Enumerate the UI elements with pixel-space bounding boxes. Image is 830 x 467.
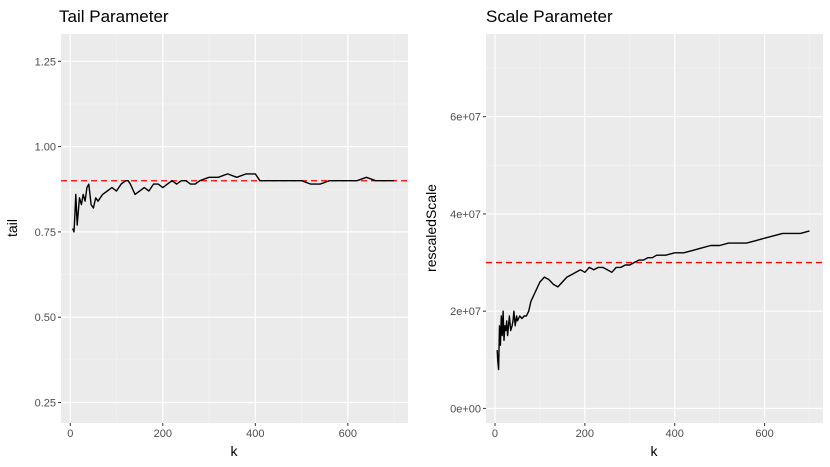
plot-panel-scale bbox=[486, 34, 823, 423]
x-tick-label-tail: 600 bbox=[339, 428, 357, 440]
x-axis-title-scale: k bbox=[651, 443, 659, 459]
x-axis-ticks-tail: 0 200 400 600 bbox=[67, 423, 357, 440]
x-tick-label-tail: 0 bbox=[67, 428, 73, 440]
x-tick-label-scale: 600 bbox=[755, 428, 773, 440]
major-gridlines-scale bbox=[486, 34, 823, 423]
y-tick-label-tail: 1.25 bbox=[35, 56, 56, 68]
x-axis-title-tail: k bbox=[231, 443, 239, 459]
plot-panel-tail bbox=[61, 34, 408, 423]
y-axis-title-tail: tail bbox=[4, 219, 20, 237]
x-tick-label-scale: 0 bbox=[492, 428, 498, 440]
y-tick-label-tail: 0.75 bbox=[35, 227, 56, 239]
series-line-tail bbox=[71, 173, 395, 233]
y-tick-label-scale: 4e+07 bbox=[450, 209, 481, 221]
x-axis-ticks-scale: 0 200 400 600 bbox=[492, 423, 774, 440]
y-tick-label-scale: 6e+07 bbox=[450, 112, 481, 124]
scale-parameter-plot: Scale Parameter 0 200 400 600 0e+00 2e+07 4e+… bbox=[423, 7, 823, 459]
y-axis-ticks-scale: 0e+00 2e+07 4e+07 6e+07 bbox=[450, 112, 486, 415]
y-tick-label-scale: 0e+00 bbox=[450, 403, 481, 415]
y-tick-label-scale: 2e+07 bbox=[450, 306, 481, 318]
x-tick-label-tail: 200 bbox=[154, 428, 172, 440]
minor-gridlines-tail bbox=[61, 34, 408, 423]
tail-parameter-plot: Tail Parameter 0 200 400 600 0.25 0.50 0.75 1.… bbox=[4, 7, 408, 459]
major-gridlines-tail bbox=[61, 34, 408, 423]
chart-title-tail: Tail Parameter bbox=[59, 7, 169, 26]
minor-gridlines-scale bbox=[486, 34, 823, 423]
y-tick-label-tail: 0.25 bbox=[35, 398, 56, 410]
y-tick-label-tail: 1.00 bbox=[35, 142, 56, 154]
chart-title-scale: Scale Parameter bbox=[486, 7, 613, 26]
y-tick-label-tail: 0.50 bbox=[35, 312, 56, 324]
x-tick-label-tail: 400 bbox=[246, 428, 264, 440]
series-line-scale bbox=[496, 230, 810, 371]
y-axis-title-scale: rescaledScale bbox=[423, 184, 439, 272]
y-axis-ticks-tail: 0.25 0.50 0.75 1.00 1.25 bbox=[35, 56, 61, 410]
x-tick-label-scale: 200 bbox=[576, 428, 594, 440]
x-tick-label-scale: 400 bbox=[666, 428, 684, 440]
